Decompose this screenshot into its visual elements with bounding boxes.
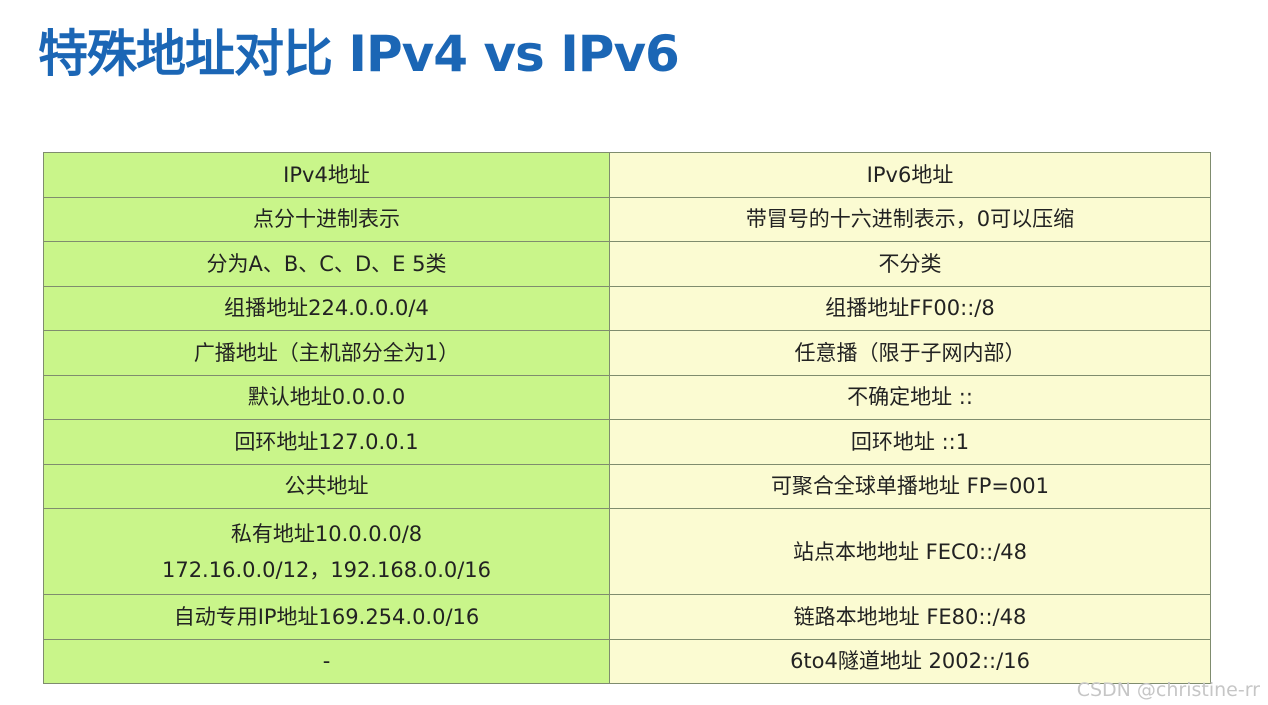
ipv4-cell: 公共地址 [43,463,610,509]
ipv4-cell: 点分十进制表示 [43,196,610,242]
watermark: CSDN @christine-rr [1076,679,1260,701]
ipv4-cell: 默认地址0.0.0.0 [43,374,610,420]
table-row: - 6to4隧道地址 2002::/16 [43,638,1211,684]
table-row: 回环地址127.0.0.1 回环地址 ::1 [43,419,1211,465]
ipv4-cell: 广播地址（主机部分全为1） [43,330,610,376]
table-row: 分为A、B、C、D、E 5类 不分类 [43,241,1211,287]
ipv6-cell: 可聚合全球单播地址 FP=001 [609,463,1211,509]
table-row: IPv4地址 IPv6地址 [43,152,1211,198]
table-row: 广播地址（主机部分全为1） 任意播（限于子网内部） [43,330,1211,376]
ipv6-cell: 站点本地地址 FEC0::/48 [609,508,1211,595]
ipv6-cell: 带冒号的十六进制表示，0可以压缩 [609,196,1211,242]
comparison-table: IPv4地址 IPv6地址 点分十进制表示 带冒号的十六进制表示，0可以压缩 分… [43,152,1211,684]
table-row: 公共地址 可聚合全球单播地址 FP=001 [43,463,1211,509]
table-row: 默认地址0.0.0.0 不确定地址 :: [43,374,1211,420]
ipv4-cell: 自动专用IP地址169.254.0.0/16 [43,594,610,640]
table-row: 私有地址10.0.0.0/8 172.16.0.0/12，192.168.0.0… [43,508,1211,595]
table-row: 点分十进制表示 带冒号的十六进制表示，0可以压缩 [43,196,1211,242]
table-row: 组播地址224.0.0.0/4 组播地址FF00::/8 [43,285,1211,331]
ipv6-cell: 链路本地地址 FE80::/48 [609,594,1211,640]
page-title: 特殊地址对比 IPv4 vs IPv6 [38,25,680,83]
ipv6-cell: 不确定地址 :: [609,374,1211,420]
ipv6-cell: 任意播（限于子网内部） [609,330,1211,376]
ipv4-cell: 私有地址10.0.0.0/8 172.16.0.0/12，192.168.0.0… [43,508,610,595]
ipv4-header-cell: IPv4地址 [43,152,610,198]
ipv4-cell: 回环地址127.0.0.1 [43,419,610,465]
table-row: 自动专用IP地址169.254.0.0/16 链路本地地址 FE80::/48 [43,594,1211,640]
ipv4-cell: 组播地址224.0.0.0/4 [43,285,610,331]
ipv4-cell-line: 172.16.0.0/12，192.168.0.0/16 [161,557,492,582]
ipv4-cell: 分为A、B、C、D、E 5类 [43,241,610,287]
ipv6-cell: 6to4隧道地址 2002::/16 [609,638,1211,684]
ipv4-cell-line: 私有地址10.0.0.0/8 [230,521,423,546]
ipv6-cell: 组播地址FF00::/8 [609,285,1211,331]
ipv6-header-cell: IPv6地址 [609,152,1211,198]
ipv6-cell: 回环地址 ::1 [609,419,1211,465]
ipv4-cell: - [43,638,610,684]
ipv6-cell: 不分类 [609,241,1211,287]
